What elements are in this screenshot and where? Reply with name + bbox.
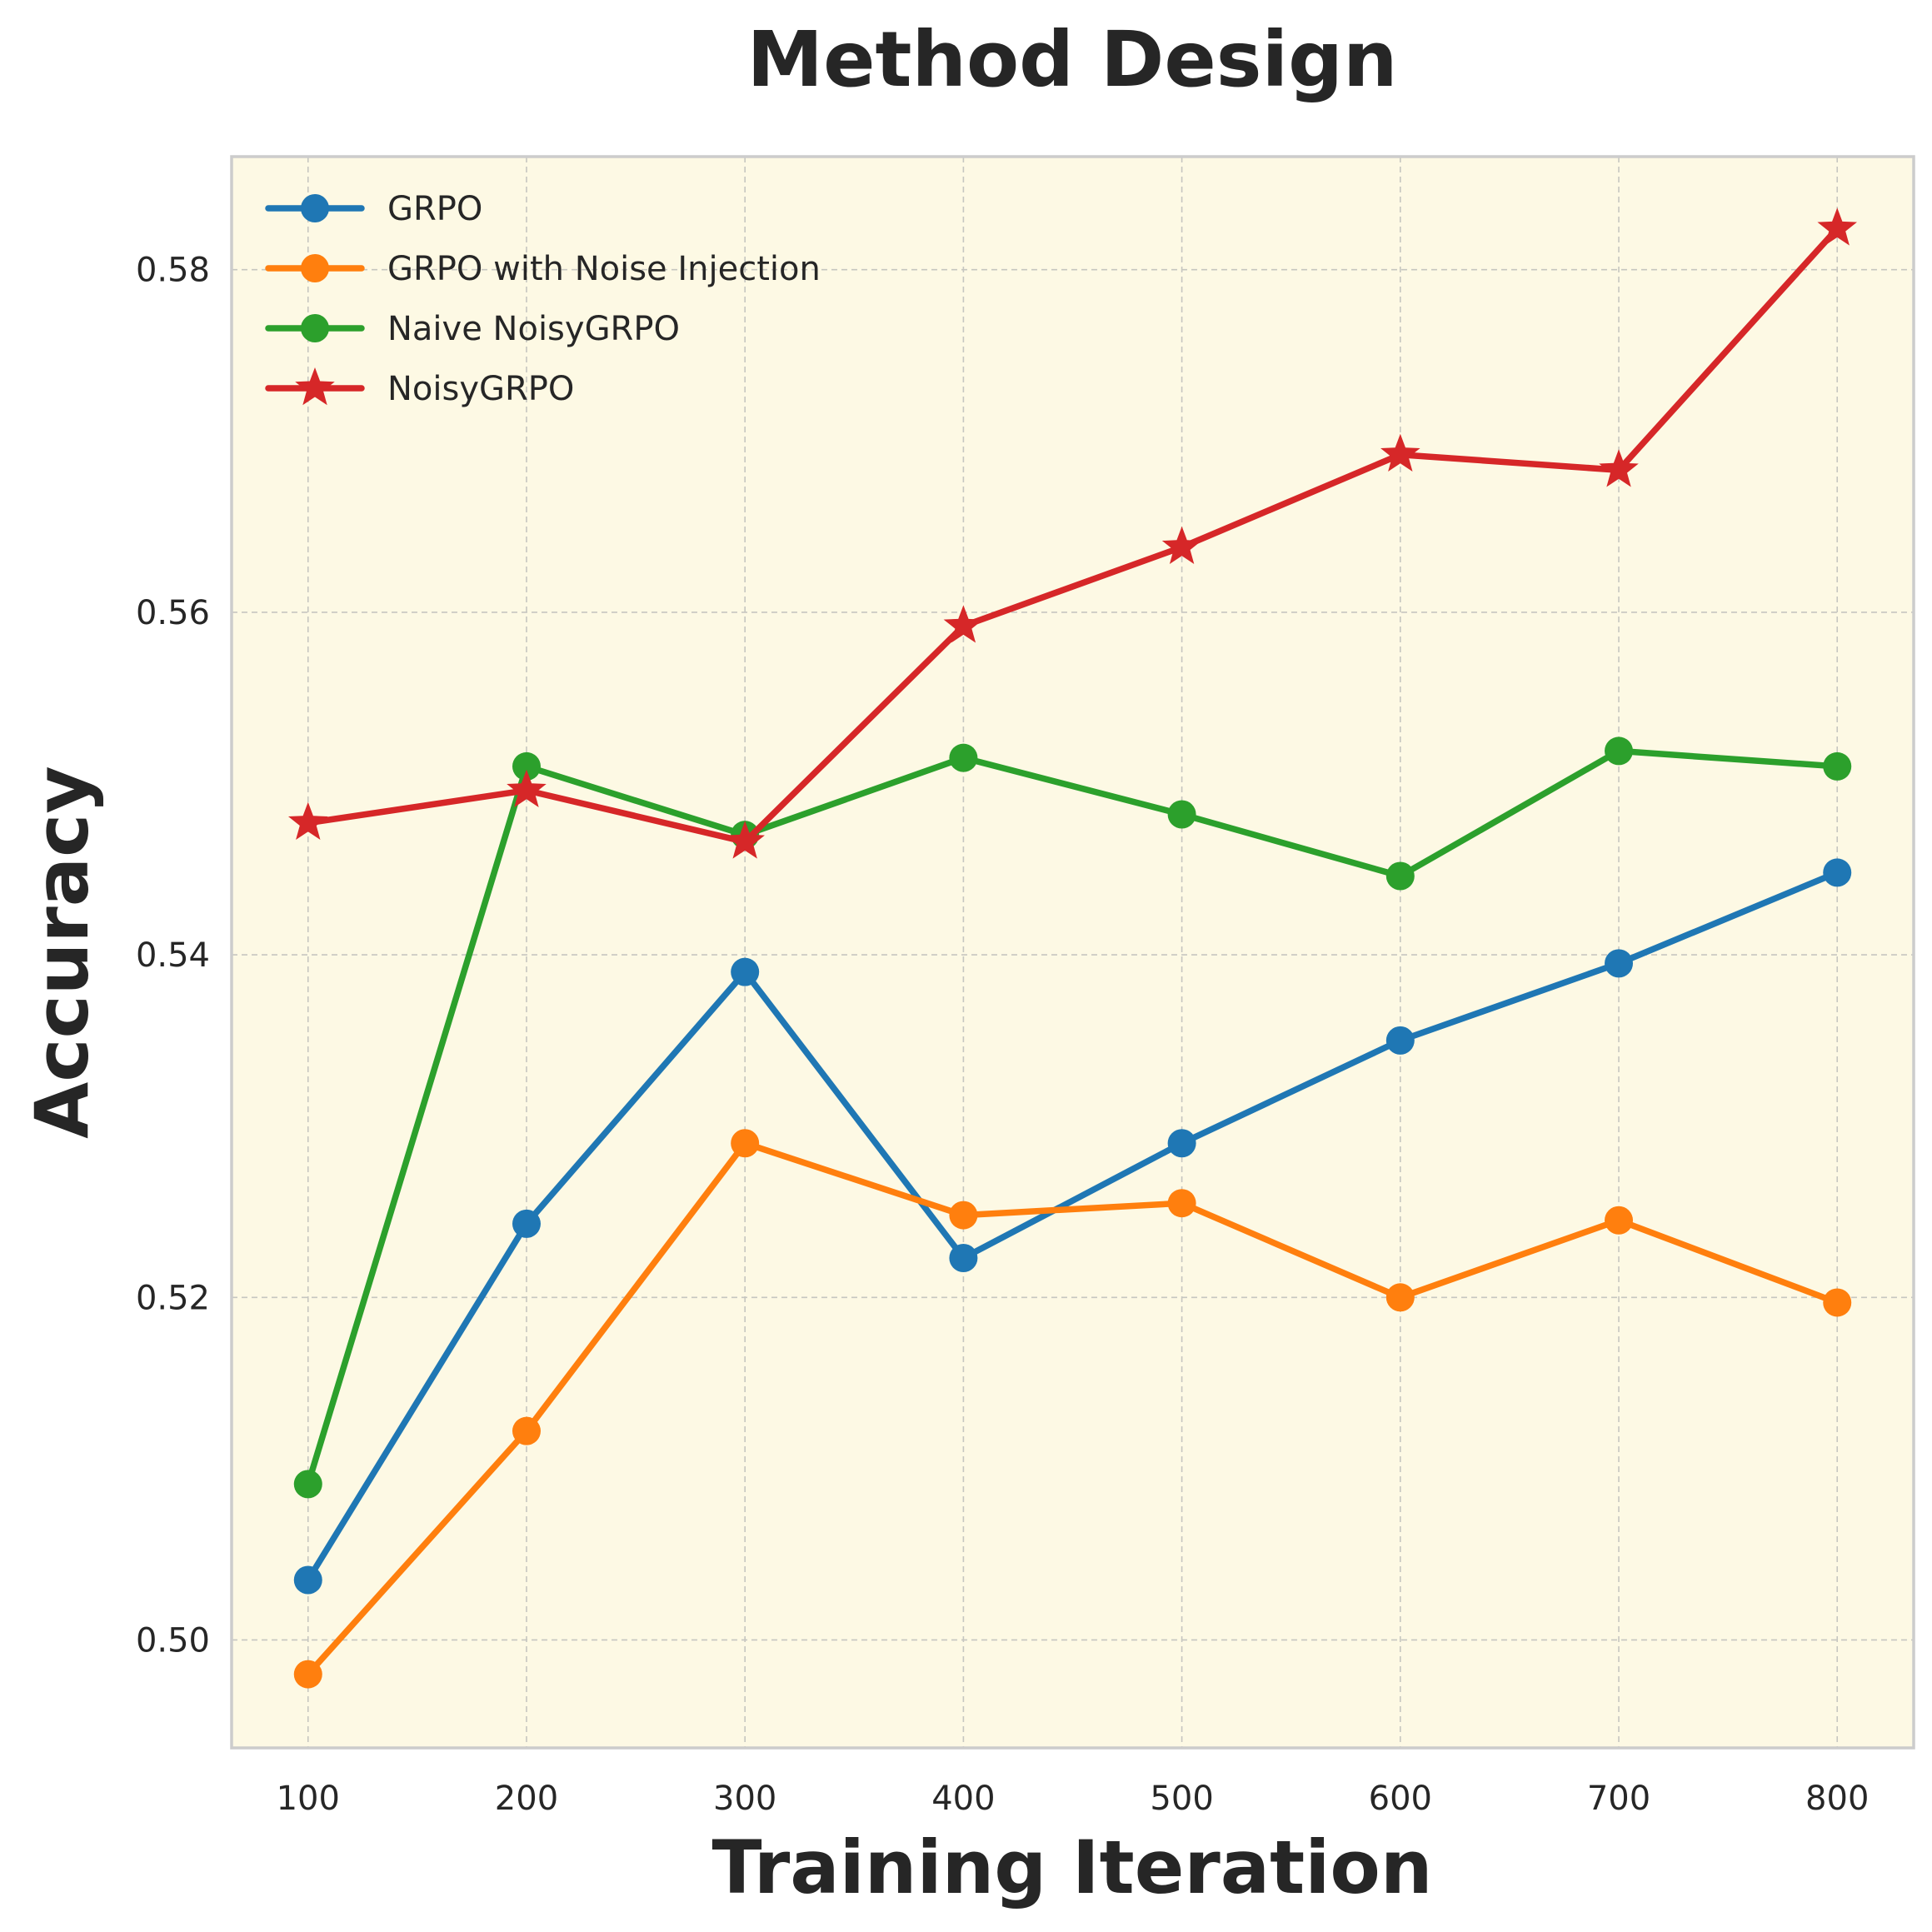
data-point-noisygrpo: [288, 801, 328, 840]
x-tick-label: 400: [931, 1780, 995, 1818]
data-point-grpo: [293, 1565, 322, 1595]
data-point-noisygrpo: [1380, 433, 1420, 472]
y-tick-label: 0.54: [136, 936, 210, 975]
data-point-naive-noisygrpo: [1823, 751, 1852, 781]
legend-item-noisygrpo: NoisyGRPO: [265, 367, 574, 408]
legend-marker: [301, 194, 329, 222]
data-point-grpo-with-noise-injection: [1605, 1206, 1634, 1235]
data-point-grpo-with-noise-injection: [1167, 1189, 1196, 1218]
legend-label: GRPO with Noise Injection: [387, 250, 821, 288]
data-point-grpo-with-noise-injection: [293, 1660, 322, 1689]
series-layer: [288, 207, 1857, 1689]
legend-label: GRPO: [387, 190, 482, 228]
series-grpo: [293, 858, 1852, 1595]
y-axis-label: Accuracy: [19, 766, 105, 1138]
series-line-naive-noisygrpo: [305, 747, 1840, 1488]
data-point-grpo: [1605, 949, 1634, 978]
data-point-grpo-with-noise-injection: [1823, 1288, 1852, 1317]
series-grpo-with-noise-injection: [293, 1129, 1852, 1689]
data-point-noisygrpo: [1161, 526, 1202, 564]
series-line-grpo: [305, 869, 1840, 1584]
data-point-naive-noisygrpo: [293, 1470, 322, 1499]
x-tick-label: 600: [1369, 1780, 1432, 1818]
data-point-naive-noisygrpo: [512, 751, 541, 781]
y-tick-label: 0.50: [136, 1621, 210, 1660]
data-point-grpo: [731, 957, 760, 986]
data-point-naive-noisygrpo: [949, 743, 978, 772]
series-line-noisygrpo: [305, 225, 1840, 846]
data-point-grpo: [512, 1209, 541, 1238]
legend-item-grpo: GRPO: [265, 190, 482, 228]
chart-title: Method Design: [747, 15, 1398, 104]
data-point-noisygrpo: [725, 821, 765, 859]
y-tick-label: 0.56: [136, 594, 210, 632]
data-point-grpo-with-noise-injection: [512, 1416, 541, 1445]
legend-marker: [295, 367, 335, 406]
plot-area: [232, 157, 1914, 1748]
legend-label: Naive NoisyGRPO: [387, 310, 680, 348]
x-axis-label: Training Iteration: [711, 1825, 1432, 1910]
data-point-noisygrpo: [1599, 449, 1639, 487]
x-tick-label: 100: [277, 1780, 340, 1818]
data-point-grpo-with-noise-injection: [1385, 1283, 1415, 1312]
data-point-grpo-with-noise-injection: [731, 1129, 760, 1158]
data-point-noisygrpo: [507, 769, 547, 807]
legend-label: NoisyGRPO: [387, 370, 574, 408]
data-point-grpo-with-noise-injection: [949, 1201, 978, 1230]
x-tick-label: 200: [495, 1780, 558, 1818]
x-tick-label: 700: [1587, 1780, 1650, 1818]
series-noisygrpo: [288, 207, 1857, 859]
plot-frame: [230, 155, 1915, 1750]
legend-item-naive-noisygrpo: Naive NoisyGRPO: [265, 310, 680, 348]
data-point-noisygrpo: [943, 605, 984, 643]
data-point-grpo: [1385, 1026, 1415, 1055]
data-point-naive-noisygrpo: [1167, 800, 1196, 829]
series-line-grpo-with-noise-injection: [305, 1140, 1840, 1678]
data-point-grpo: [1167, 1129, 1196, 1158]
data-point-grpo: [1823, 858, 1852, 887]
grid: [232, 157, 1914, 1748]
y-tick-label: 0.52: [136, 1279, 210, 1317]
data-point-naive-noisygrpo: [1385, 861, 1415, 891]
legend-marker: [301, 314, 329, 342]
legend: GRPO GRPO with Noise Injection Naive Noisy…: [265, 190, 821, 408]
legend-item-grpo-with-noise-injection: GRPO with Noise Injection: [265, 250, 821, 288]
data-point-naive-noisygrpo: [1605, 736, 1634, 766]
x-tick-label: 300: [713, 1780, 776, 1818]
data-point-grpo: [949, 1243, 978, 1272]
data-point-noisygrpo: [1817, 207, 1857, 246]
tick-labels: 100 200 300 400 500 600 700 800 0.50 0.52 0.54 0.56…: [136, 252, 1869, 1818]
y-tick-label: 0.58: [136, 252, 210, 290]
x-tick-label: 500: [1150, 1780, 1213, 1818]
legend-marker: [301, 254, 329, 282]
x-tick-label: 800: [1805, 1780, 1869, 1818]
